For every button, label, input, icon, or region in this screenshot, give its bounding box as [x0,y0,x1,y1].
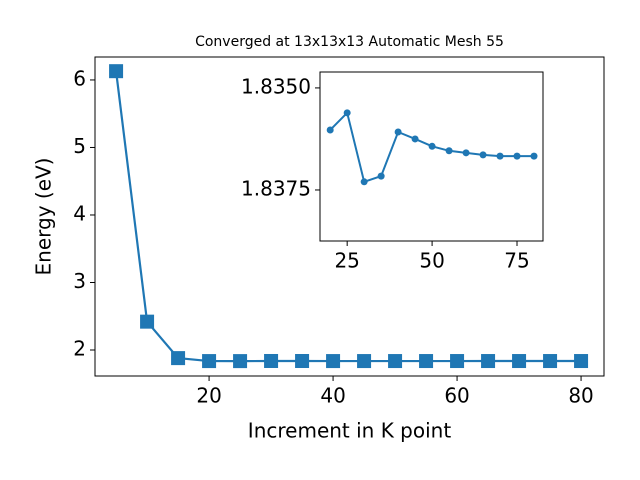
marker [411,135,419,143]
marker [543,354,558,369]
marker [513,152,521,160]
marker [445,147,453,155]
x-tick-label: 50 [419,249,444,273]
y-tick-label: 3 [73,269,86,293]
x-tick-label: 40 [320,384,345,408]
series-line [114,71,582,363]
marker [264,353,279,368]
marker [343,109,351,117]
y-tick-label: 1.8350 [241,74,311,98]
marker [140,314,155,329]
marker [419,354,434,369]
y-tick-label: 6 [73,66,86,90]
marker [481,354,496,369]
marker [530,152,538,160]
y-axis-label: Energy (eV) [32,158,56,276]
marker [574,354,589,369]
marker [462,149,470,157]
chart-title: Converged at 13x13x13 Automatic Mesh 55 [195,34,504,50]
marker [388,354,403,369]
marker [428,142,436,150]
marker [295,354,310,369]
y-tick-label: 5 [73,134,86,158]
marker [377,172,385,180]
x-tick-label: 60 [444,384,469,408]
marker [394,128,402,136]
marker [450,354,465,369]
y-tick-label: 4 [73,201,86,225]
marker [479,151,487,159]
marker [512,354,527,369]
x-tick-label: 80 [568,384,593,408]
y-tick-label: 1.8375 [241,176,311,200]
x-tick-label: 75 [504,249,529,273]
marker [360,178,368,186]
marker [326,354,341,369]
marker [233,354,248,369]
marker [202,354,217,369]
x-tick-label: 20 [196,384,221,408]
x-tick-label: 25 [334,249,359,273]
marker [357,354,372,369]
marker [496,152,504,160]
x-axis-label: Increment in K point [248,419,452,443]
marker [171,351,186,366]
y-tick-label: 2 [73,337,86,361]
marker [326,126,334,134]
marker [109,64,124,79]
